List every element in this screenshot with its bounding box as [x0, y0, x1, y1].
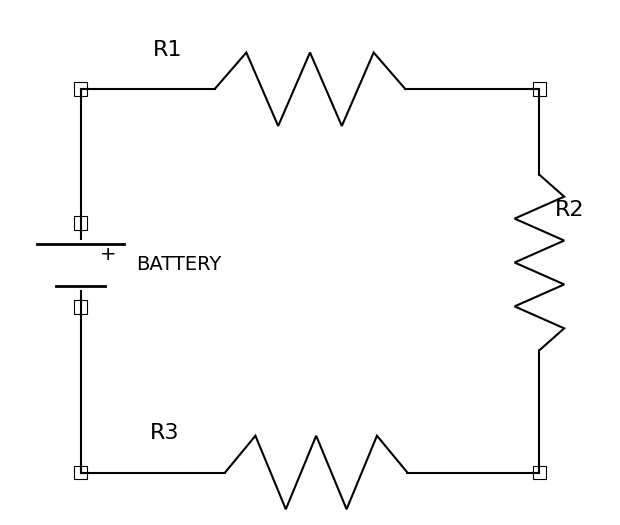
Text: +: + — [100, 245, 117, 264]
Text: BATTERY: BATTERY — [136, 255, 222, 274]
Text: R3: R3 — [149, 423, 179, 443]
Text: R2: R2 — [555, 200, 585, 220]
Text: R1: R1 — [153, 40, 182, 60]
